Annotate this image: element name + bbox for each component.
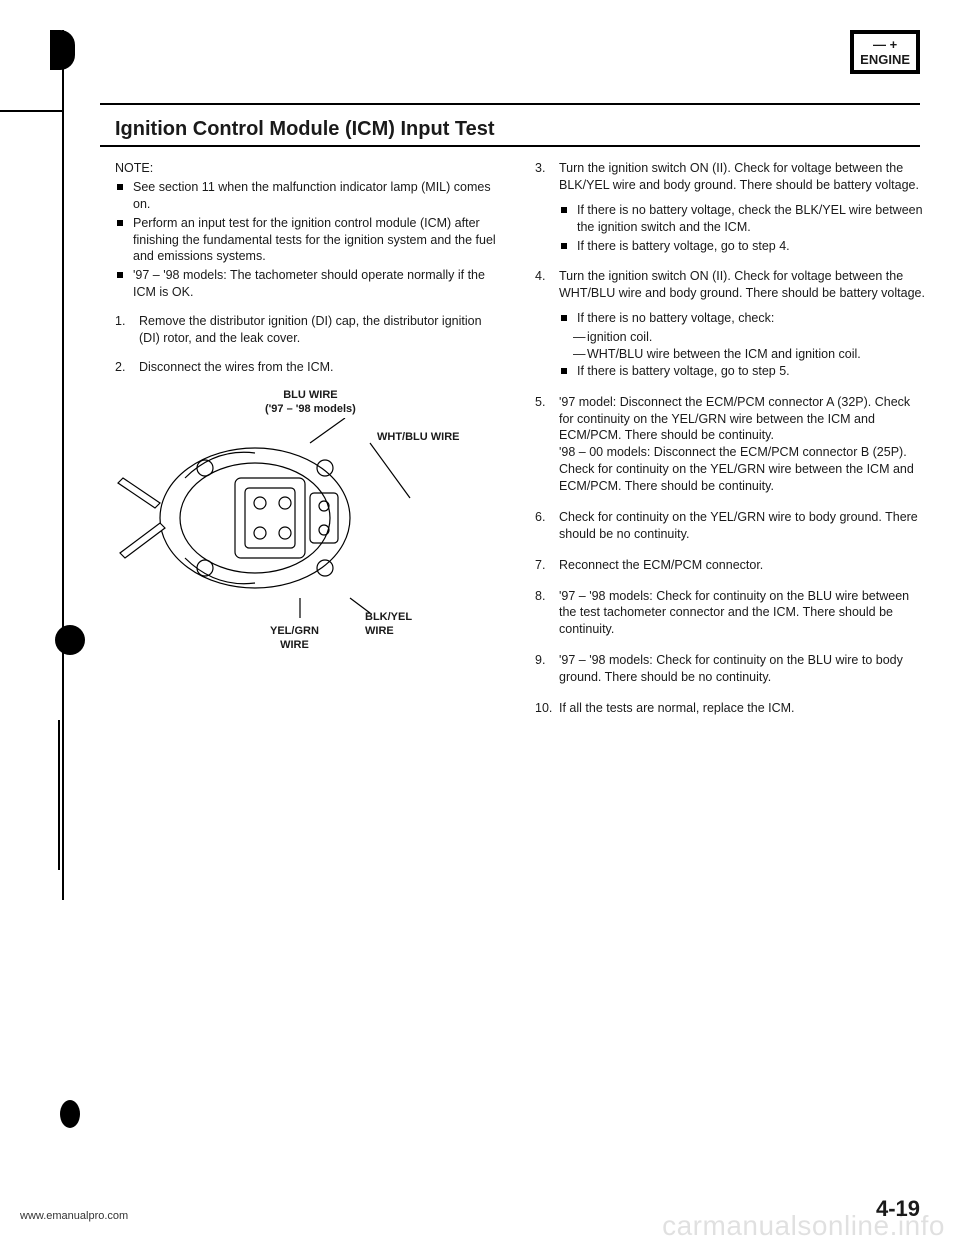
distributor-svg (115, 418, 425, 628)
blu-wire-label: BLU WIRE ('97 – '98 models) (265, 388, 356, 418)
engine-badge: — + ENGINE (850, 30, 920, 74)
page-title: Ignition Control Module (ICM) Input Test (115, 118, 495, 141)
note-item: Perform an input test for the ignition c… (115, 215, 505, 266)
page: — + ENGINE Ignition Control Module (ICM)… (0, 0, 960, 1242)
watermark: carmanualsonline.info (662, 1210, 945, 1242)
distributor-diagram: BLU WIRE ('97 – '98 models) WHT/BLU WIRE… (115, 388, 475, 668)
yelgrn-wire-label: YEL/GRN WIRE (270, 624, 319, 654)
note-list: See section 11 when the malfunction indi… (115, 179, 505, 301)
rule-title (100, 145, 920, 147)
vertical-mark (58, 720, 60, 870)
sub-bullets: If there is no battery voltage, check th… (559, 202, 925, 255)
spine-mark (55, 625, 85, 655)
footer-url: www.emanualpro.com (20, 1210, 128, 1222)
left-column: NOTE: See section 11 when the malfunctio… (115, 160, 505, 731)
engine-label: ENGINE (860, 52, 910, 67)
step-item: 9. '97 – '98 models: Check for continuit… (535, 652, 925, 686)
dash-bullets: ignition coil. WHT/BLU wire between the … (573, 329, 925, 363)
step-item: 4. Turn the ignition switch ON (II). Che… (535, 268, 925, 379)
step-item: 8. '97 – '98 models: Check for continuit… (535, 588, 925, 639)
title-area: Ignition Control Module (ICM) Input Test (115, 118, 495, 141)
step-item: Disconnect the wires from the ICM. (115, 359, 505, 376)
sub-bullets: If there is no battery voltage, check: (559, 310, 925, 327)
right-column: 3. Turn the ignition switch ON (II). Che… (535, 160, 925, 731)
note-item: '97 – '98 models: The tachometer should … (115, 267, 505, 301)
content: NOTE: See section 11 when the malfunctio… (115, 160, 925, 731)
step-item: 3. Turn the ignition switch ON (II). Che… (535, 160, 925, 254)
note-item: See section 11 when the malfunction indi… (115, 179, 505, 213)
note-label: NOTE: (115, 160, 505, 177)
step-item: 10. If all the tests are normal, replace… (535, 700, 925, 717)
step-item: 5. '97 model: Disconnect the ECM/PCM con… (535, 394, 925, 495)
steps-left: Remove the distributor ignition (DI) cap… (115, 313, 505, 376)
step-item: 6. Check for continuity on the YEL/GRN w… (535, 509, 925, 543)
engine-top: — + (860, 37, 910, 52)
connector-line (0, 110, 62, 112)
rule-top (100, 103, 920, 105)
spine-line (62, 30, 64, 900)
spine-mark-low (60, 1100, 80, 1128)
step-item: Remove the distributor ignition (DI) cap… (115, 313, 505, 347)
step-item: 7. Reconnect the ECM/PCM connector. (535, 557, 925, 574)
sub-bullets: If there is battery voltage, go to step … (559, 363, 925, 380)
steps-right: 3. Turn the ignition switch ON (II). Che… (535, 160, 925, 717)
